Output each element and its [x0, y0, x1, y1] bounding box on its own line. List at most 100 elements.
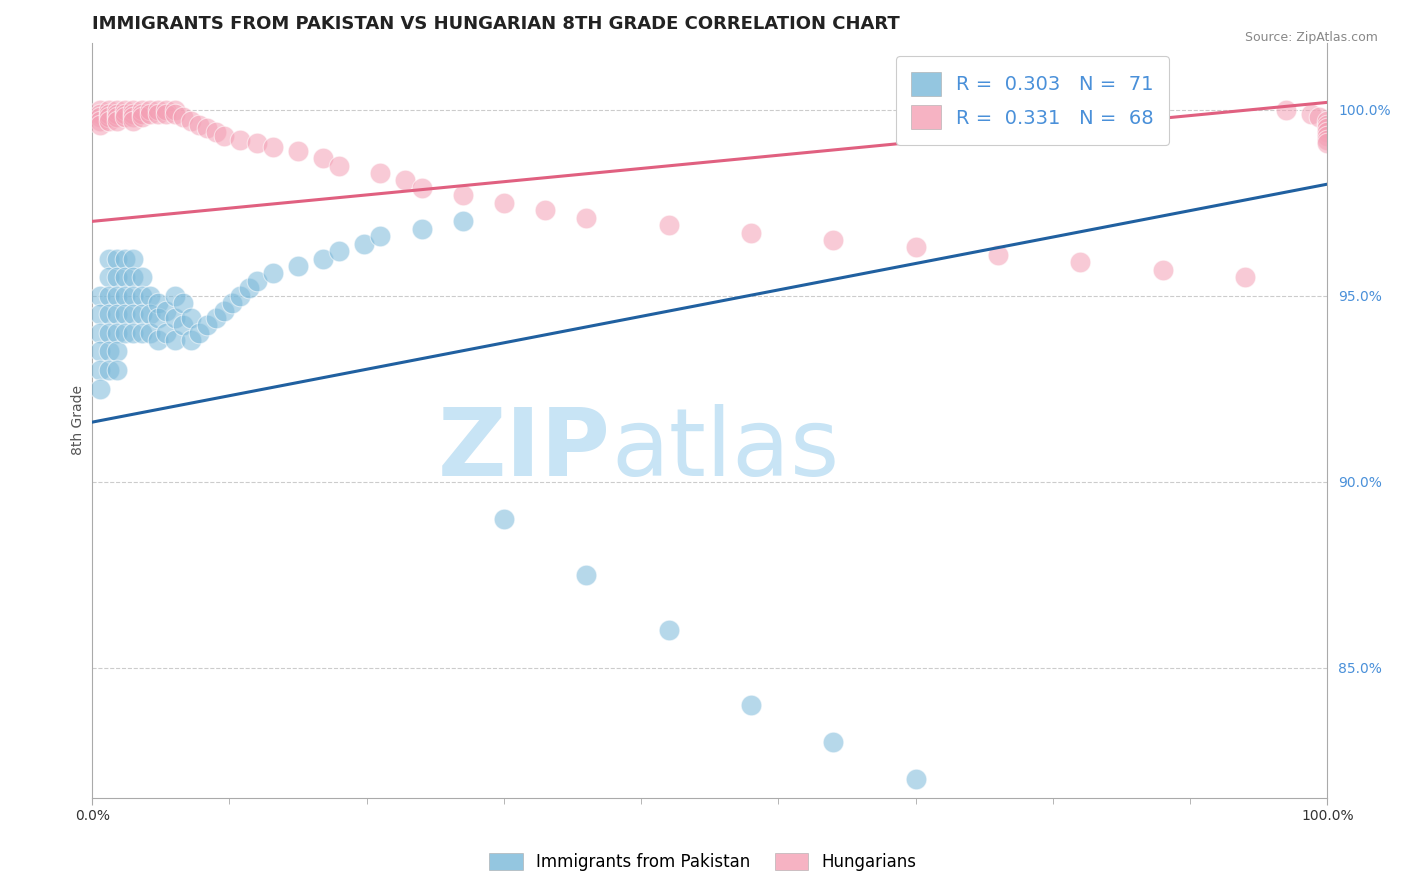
Point	[146, 334, 169, 348]
Text: IMMIGRANTS FROM PAKISTAN VS HUNGARIAN 8TH GRADE CORRELATION CHART: IMMIGRANTS FROM PAKISTAN VS HUNGARIAN 8T…	[93, 15, 900, 33]
Point	[97, 110, 120, 124]
Point	[97, 252, 120, 266]
Point	[492, 195, 515, 210]
Point	[180, 334, 202, 348]
Point	[163, 103, 186, 117]
Point	[658, 218, 681, 232]
Point	[1316, 136, 1339, 151]
Point	[97, 106, 120, 120]
Point	[122, 307, 145, 321]
Point	[1316, 125, 1339, 139]
Point	[97, 344, 120, 359]
Point	[155, 326, 177, 340]
Point	[146, 311, 169, 326]
Legend: Immigrants from Pakistan, Hungarians: Immigrants from Pakistan, Hungarians	[481, 845, 925, 880]
Point	[97, 103, 120, 117]
Point	[114, 252, 136, 266]
Point	[1299, 106, 1322, 120]
Point	[575, 567, 598, 582]
Point	[122, 270, 145, 285]
Point	[188, 326, 211, 340]
Point	[89, 106, 111, 120]
Point	[131, 110, 153, 124]
Point	[987, 248, 1010, 262]
Point	[1316, 118, 1339, 132]
Point	[89, 344, 111, 359]
Point	[105, 344, 128, 359]
Point	[163, 311, 186, 326]
Text: ZIP: ZIP	[439, 404, 612, 497]
Point	[197, 121, 219, 136]
Point	[575, 211, 598, 225]
Point	[221, 296, 243, 310]
Point	[370, 229, 392, 244]
Point	[823, 233, 845, 247]
Point	[823, 735, 845, 749]
Point	[229, 289, 252, 303]
Point	[122, 114, 145, 128]
Point	[105, 289, 128, 303]
Point	[114, 326, 136, 340]
Point	[155, 106, 177, 120]
Point	[740, 226, 762, 240]
Point	[89, 118, 111, 132]
Point	[238, 281, 260, 295]
Point	[105, 114, 128, 128]
Point	[122, 252, 145, 266]
Point	[229, 132, 252, 146]
Point	[328, 244, 350, 259]
Point	[122, 326, 145, 340]
Point	[262, 267, 284, 281]
Point	[1069, 255, 1091, 269]
Point	[312, 151, 335, 165]
Point	[246, 136, 269, 151]
Y-axis label: 8th Grade: 8th Grade	[72, 385, 86, 455]
Point	[287, 259, 309, 273]
Point	[370, 166, 392, 180]
Point	[97, 307, 120, 321]
Text: Source: ZipAtlas.com: Source: ZipAtlas.com	[1244, 31, 1378, 45]
Point	[105, 363, 128, 377]
Point	[139, 326, 162, 340]
Point	[105, 326, 128, 340]
Point	[114, 270, 136, 285]
Point	[204, 125, 226, 139]
Point	[658, 624, 681, 638]
Point	[97, 289, 120, 303]
Point	[172, 110, 194, 124]
Point	[89, 289, 111, 303]
Point	[287, 144, 309, 158]
Point	[1275, 103, 1298, 117]
Point	[114, 307, 136, 321]
Point	[172, 318, 194, 333]
Point	[89, 114, 111, 128]
Point	[904, 772, 927, 786]
Point	[139, 289, 162, 303]
Point	[1316, 128, 1339, 143]
Point	[131, 270, 153, 285]
Point	[1316, 121, 1339, 136]
Point	[411, 221, 433, 235]
Point	[131, 103, 153, 117]
Point	[394, 173, 416, 187]
Point	[1308, 110, 1330, 124]
Point	[204, 311, 226, 326]
Point	[97, 114, 120, 128]
Point	[114, 110, 136, 124]
Point	[139, 106, 162, 120]
Point	[146, 106, 169, 120]
Point	[146, 103, 169, 117]
Point	[89, 363, 111, 377]
Point	[89, 326, 111, 340]
Point	[105, 252, 128, 266]
Point	[97, 270, 120, 285]
Point	[89, 103, 111, 117]
Point	[155, 103, 177, 117]
Point	[163, 334, 186, 348]
Point	[180, 114, 202, 128]
Point	[155, 303, 177, 318]
Point	[212, 303, 235, 318]
Point	[492, 512, 515, 526]
Point	[131, 326, 153, 340]
Point	[131, 106, 153, 120]
